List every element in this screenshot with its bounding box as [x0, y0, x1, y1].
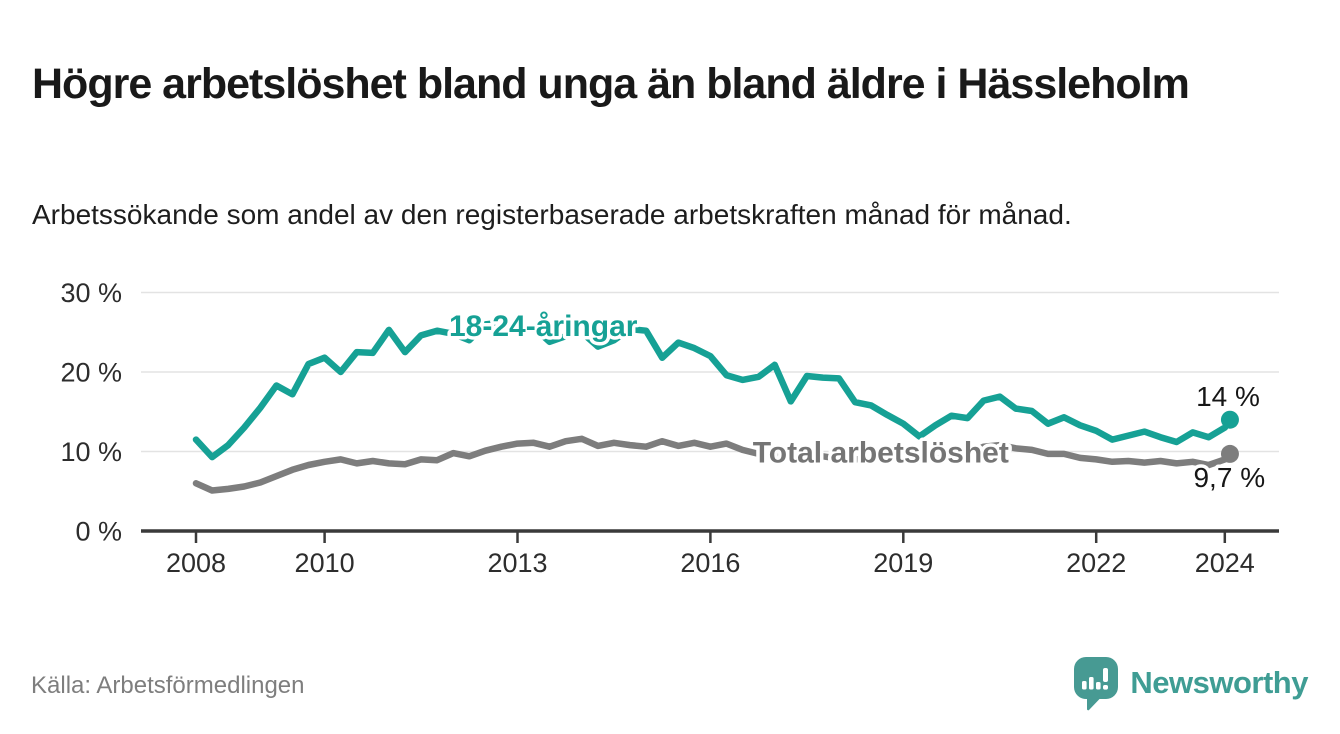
- series-end-dot-young: [1220, 410, 1239, 429]
- page-title: Högre arbetslöshet bland unga än bland ä…: [32, 59, 1190, 108]
- value-label-total: 9,7 %: [1193, 462, 1265, 493]
- newsworthy-logo[interactable]: Newsworthy: [1072, 655, 1308, 711]
- series-label-total: Total arbetslöshet: [753, 436, 1009, 469]
- y-tick-label: 20 %: [60, 358, 122, 388]
- x-tick-label: 2010: [295, 548, 355, 578]
- series-line-young: [192, 319, 1234, 461]
- source-note: Källa: Arbetsförmedlingen: [31, 672, 305, 699]
- x-tick-label: 2024: [1195, 548, 1255, 578]
- bar-3: [1096, 682, 1101, 690]
- series-label-young: 18-24-åringar: [449, 310, 638, 343]
- bar-1: [1082, 681, 1087, 690]
- page-subtitle: Arbetssökande som andel av den registerb…: [32, 199, 1072, 230]
- speech-bubble-chart-icon: [1074, 657, 1119, 711]
- y-tick-label: 10 %: [60, 437, 122, 467]
- x-tick-label: 2022: [1066, 548, 1126, 578]
- y-tick-label: 0 %: [75, 517, 122, 547]
- x-tick-label: 2013: [487, 548, 547, 578]
- exclamation-bar: [1103, 668, 1109, 682]
- series-end-dot-total: [1220, 444, 1239, 463]
- brand-name: Newsworthy: [1130, 665, 1308, 700]
- bar-2: [1089, 677, 1094, 690]
- y-tick-label: 30 %: [60, 278, 122, 308]
- x-tick-label: 2016: [680, 548, 740, 578]
- x-tick-label: 2008: [166, 548, 226, 578]
- exclamation-dot: [1103, 685, 1109, 690]
- series-line-total: [192, 435, 1234, 494]
- x-tick-label: 2019: [873, 548, 933, 578]
- value-label-young: 14 %: [1196, 381, 1260, 412]
